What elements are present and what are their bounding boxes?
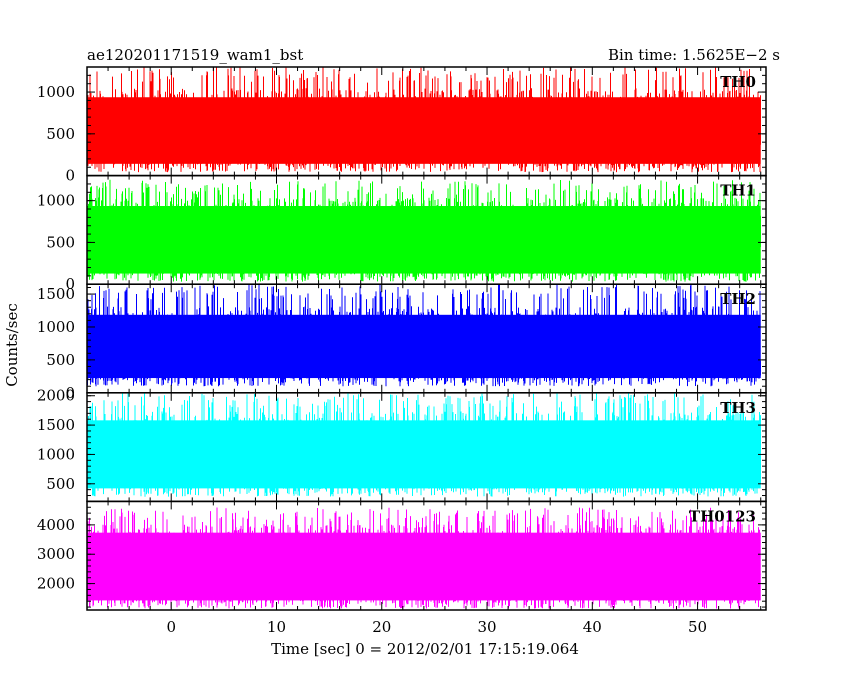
y-axis-label: Counts/sec — [3, 303, 21, 387]
y-tick-label: 0 — [65, 275, 75, 293]
panel-th0: 0 500 1000 TH0 — [37, 66, 767, 185]
series-band-th3 — [87, 420, 761, 489]
panel-th0123: 2000 3000 4000 TH0123 — [37, 500, 767, 611]
y-tick-label: 500 — [46, 475, 75, 493]
x-tick-label: 30 — [477, 618, 496, 636]
panel-th3: 500 1000 1500 2000 TH3 — [37, 387, 767, 503]
x-tick-label: 0 — [166, 618, 176, 636]
y-tick-label: 500 — [46, 125, 75, 143]
series-band-th0123 — [87, 532, 761, 601]
x-axis-label: Time [sec] 0 = 2012/02/01 17:15:19.064 — [271, 640, 579, 658]
y-tick-label: 2000 — [37, 387, 75, 405]
x-axis: 0 10 20 30 40 50 — [166, 618, 707, 636]
y-tick-label: 2000 — [37, 575, 75, 593]
series-band-th2 — [87, 314, 761, 379]
y-tick-label: 0 — [65, 384, 75, 402]
x-tick-label: 10 — [267, 618, 286, 636]
y-tick-label: 1500 — [37, 285, 75, 303]
y-tick-label: 1000 — [37, 192, 75, 210]
y-tick-label: 4000 — [37, 516, 75, 534]
y-tick-label: 0 — [65, 167, 75, 185]
panel-th2: 0 500 1000 1500 TH2 — [37, 283, 767, 402]
x-tick-label: 40 — [583, 618, 602, 636]
series-band-th1 — [87, 206, 761, 274]
series-label-th1: TH1 — [720, 182, 756, 200]
y-tick-label: 1500 — [37, 416, 75, 434]
chart-title: ae120201171519_wam1_bst — [87, 46, 303, 64]
panel-frame — [86, 500, 767, 611]
series-band-th0 — [87, 97, 761, 164]
y-tick-label: 1000 — [37, 445, 75, 463]
y-tick-label: 1000 — [37, 318, 75, 336]
y-tick-label: 500 — [46, 233, 75, 251]
series-label-th2: TH2 — [720, 290, 756, 308]
y-tick-label: 500 — [46, 351, 75, 369]
x-tick-label: 50 — [688, 618, 707, 636]
bin-time-label: Bin time: 1.5625E−2 s — [608, 46, 780, 64]
panels: 0 500 1000 TH0 0 500 1000 TH1 0 500 1000 1500 TH2 500… — [37, 66, 767, 611]
panel-th1: 0 500 1000 TH1 — [37, 174, 767, 293]
series-label-th3: TH3 — [720, 399, 756, 417]
series-label-th0123: TH0123 — [689, 507, 756, 525]
series-label-th0: TH0 — [720, 73, 756, 91]
y-tick-label: 1000 — [37, 83, 75, 101]
x-tick-label: 20 — [372, 618, 391, 636]
y-tick-label: 3000 — [37, 545, 75, 563]
